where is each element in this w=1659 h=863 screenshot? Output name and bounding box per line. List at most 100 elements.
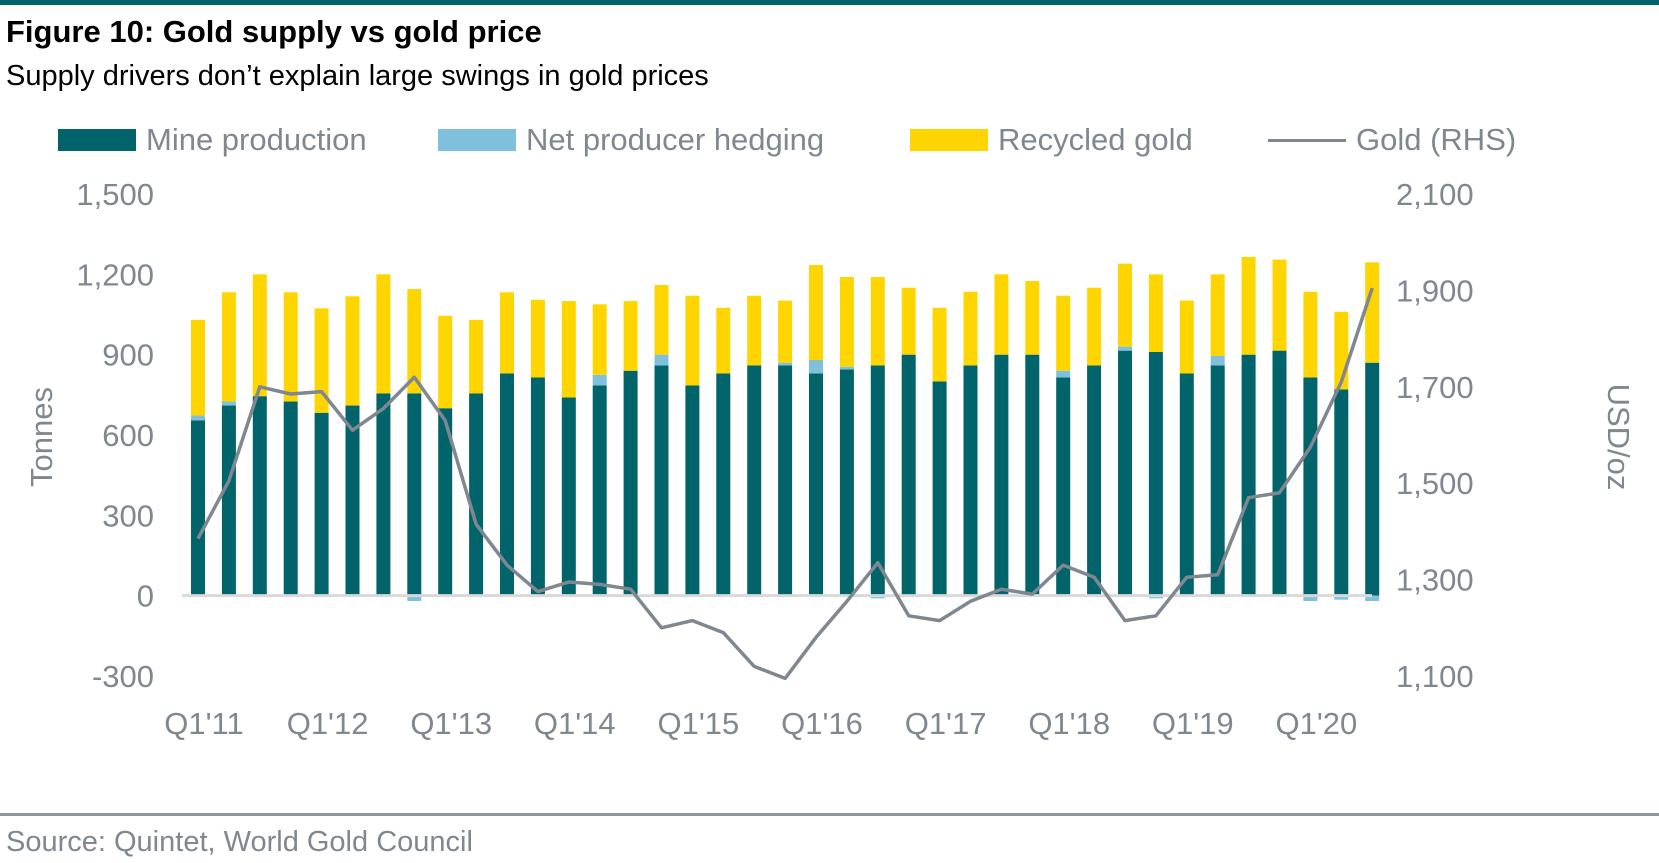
bar-mine-production <box>1148 351 1163 596</box>
bar-recycled-gold <box>252 274 267 397</box>
bar-mine-production <box>623 370 638 596</box>
left-tick-label: 600 <box>102 418 154 453</box>
bar-net-producer-hedging <box>1303 595 1318 602</box>
right-tick-label: 2,100 <box>1396 177 1474 212</box>
bar-mine-production <box>221 405 236 596</box>
bar-recycled-gold <box>345 296 360 406</box>
left-tick-label: 1,200 <box>76 257 154 292</box>
chart-plot: 1,500 1,200 900 600 300 0 -300 2,100 1,900 1,700… <box>24 177 1636 741</box>
bar-recycled-gold <box>747 295 762 366</box>
legend-swatch-net-producer-hedging <box>438 129 516 151</box>
source-note: Source: Quintet, World Gold Council <box>6 826 473 858</box>
bar-mine-production <box>778 365 793 596</box>
legend-label-gold-rhs: Gold (RHS) <box>1356 122 1517 157</box>
bar-recycled-gold <box>561 301 576 398</box>
x-tick-label: Q1'11 <box>164 706 243 741</box>
bars-layer <box>191 256 1380 602</box>
source-rule <box>0 813 1659 816</box>
chart-subtitle: Supply drivers don’t explain large swing… <box>6 60 709 92</box>
bar-net-producer-hedging <box>654 354 669 366</box>
bar-mine-production <box>1241 354 1256 596</box>
left-tick-label: 0 <box>137 579 154 614</box>
bar-mine-production <box>870 365 885 596</box>
bar-recycled-gold <box>1272 259 1287 351</box>
x-tick-label: Q1'15 <box>658 706 740 741</box>
bar-recycled-gold <box>500 292 514 374</box>
bar-mine-production <box>1365 362 1380 596</box>
bar-mine-production <box>1334 389 1349 596</box>
right-tick-label: 1,100 <box>1396 659 1474 694</box>
bar-mine-production <box>809 373 823 596</box>
x-tick-label: Q1'17 <box>905 706 987 741</box>
bar-net-producer-hedging <box>809 360 823 374</box>
x-tick-label: Q1'13 <box>410 706 492 741</box>
bar-recycled-gold <box>901 287 916 355</box>
bar-net-producer-hedging <box>1118 346 1132 351</box>
bar-recycled-gold <box>1210 274 1225 357</box>
legend: Mine production Net producer hedging Rec… <box>0 118 1659 162</box>
legend-item-mine-production: Mine production <box>58 118 367 162</box>
right-axis-ticks: 2,100 1,900 1,700 1,500 1,300 1,100 <box>1396 177 1474 694</box>
bar-recycled-gold <box>654 285 669 355</box>
right-tick-label: 1,300 <box>1396 563 1474 598</box>
bar-recycled-gold <box>376 274 391 394</box>
bar-mine-production <box>191 420 205 596</box>
legend-swatch-recycled-gold <box>910 129 988 151</box>
bar-recycled-gold <box>1025 281 1040 355</box>
bar-mine-production <box>376 393 391 596</box>
bar-recycled-gold <box>1241 256 1256 355</box>
bar-recycled-gold <box>1365 262 1380 363</box>
bar-recycled-gold <box>685 295 700 386</box>
legend-item-recycled-gold: Recycled gold <box>910 118 1193 162</box>
bar-recycled-gold <box>809 264 823 361</box>
bar-mine-production <box>1179 373 1194 596</box>
bar-mine-production <box>963 365 978 596</box>
left-tick-label: 300 <box>102 498 154 533</box>
left-tick-label: -300 <box>92 659 154 694</box>
bar-mine-production <box>530 377 545 596</box>
x-tick-label: Q1'16 <box>781 706 863 741</box>
bar-mine-production <box>1056 377 1071 596</box>
bar-mine-production <box>932 381 947 596</box>
bar-mine-production <box>839 369 854 596</box>
bar-mine-production <box>901 354 916 596</box>
left-tick-label: 900 <box>102 338 154 373</box>
left-axis-title: Tonnes <box>24 387 59 487</box>
bar-mine-production <box>994 354 1009 596</box>
x-tick-label: Q1'12 <box>287 706 369 741</box>
right-tick-label: 1,900 <box>1396 273 1474 308</box>
bar-recycled-gold <box>932 307 947 382</box>
x-tick-label: Q1'20 <box>1276 706 1358 741</box>
bar-mine-production <box>500 373 514 596</box>
bar-mine-production <box>592 385 607 596</box>
bar-recycled-gold <box>1118 263 1132 347</box>
bar-recycled-gold <box>592 304 607 375</box>
bar-net-producer-hedging <box>778 362 793 366</box>
left-tick-label: 1,500 <box>76 177 154 212</box>
top-rule <box>0 0 1659 5</box>
legend-swatch-gold-rhs <box>1268 138 1346 142</box>
bar-mine-production <box>469 393 484 596</box>
bar-mine-production <box>685 385 700 596</box>
bar-recycled-gold <box>407 289 422 394</box>
bar-mine-production <box>561 397 576 596</box>
legend-label-recycled-gold: Recycled gold <box>998 122 1193 157</box>
bar-mine-production <box>654 365 669 596</box>
legend-swatch-mine-production <box>58 129 136 151</box>
right-tick-label: 1,700 <box>1396 370 1474 405</box>
bar-recycled-gold <box>1303 291 1318 378</box>
x-tick-label: Q1'14 <box>534 706 616 741</box>
gold-line-layer <box>196 287 1374 681</box>
bar-recycled-gold <box>839 277 854 367</box>
bar-recycled-gold <box>221 292 236 402</box>
bar-recycled-gold <box>1056 295 1071 371</box>
bar-net-producer-hedging <box>592 374 607 386</box>
bar-mine-production <box>747 365 762 596</box>
bar-mine-production <box>283 401 298 596</box>
bar-mine-production <box>252 396 267 596</box>
bar-mine-production <box>407 393 422 596</box>
x-axis-ticks: Q1'11 Q1'12 Q1'13 Q1'14 Q1'15 Q1'16 Q1'17 Q1'18… <box>164 706 1357 741</box>
bar-recycled-gold <box>469 319 484 394</box>
legend-label-net-producer-hedging: Net producer hedging <box>526 122 825 157</box>
right-axis-title: USD/oz <box>1601 384 1636 491</box>
